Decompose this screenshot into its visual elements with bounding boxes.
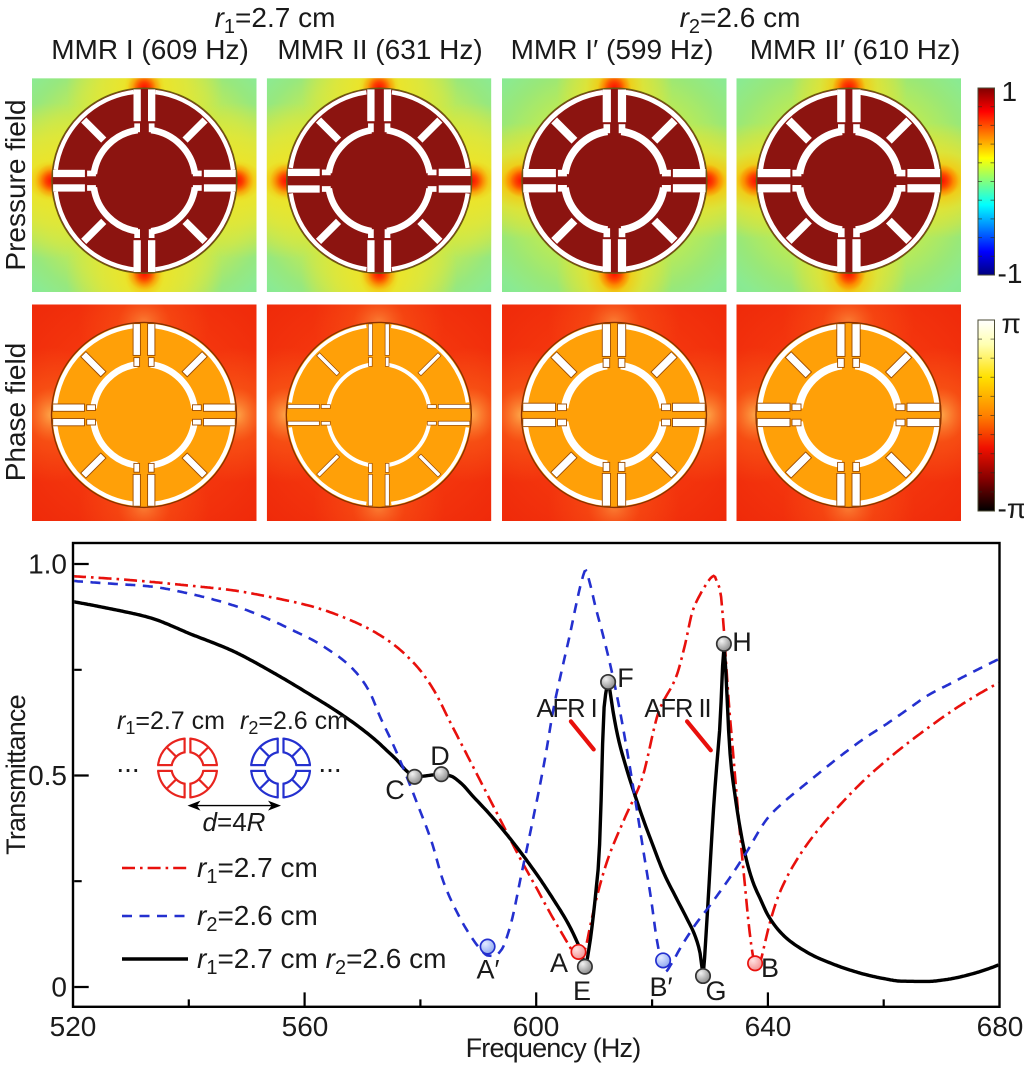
svg-text:-1: -1 [998,258,1023,289]
svg-text:π: π [1002,308,1021,339]
svg-text:...: ... [116,747,139,778]
svg-text:MMR I (609 Hz): MMR I (609 Hz) [51,34,249,65]
svg-text:1: 1 [1002,76,1018,107]
svg-text:600: 600 [513,1011,560,1042]
svg-text:r2=2.6 cm: r2=2.6 cm [680,2,801,38]
svg-text:d=4R: d=4R [203,807,266,837]
svg-text:r2=2.6 cm: r2=2.6 cm [197,900,318,936]
svg-text:C: C [385,775,405,805]
svg-text:Pressure field: Pressure field [0,99,31,270]
svg-text:r1=2.7 cm: r1=2.7 cm [117,707,225,738]
svg-text:1.0: 1.0 [28,549,67,580]
svg-text:AFR II: AFR II [644,695,710,723]
svg-text:r1=2.7 cm: r1=2.7 cm [197,852,318,888]
svg-text:680: 680 [977,1011,1024,1042]
svg-text:H: H [732,627,752,657]
svg-text:B′: B′ [649,972,672,1002]
svg-text:r1=2.7 cm: r1=2.7 cm [215,2,336,38]
svg-text:r2=2.6 cm: r2=2.6 cm [240,707,348,738]
svg-text:r1=2.7 cm r2=2.6 cm: r1=2.7 cm r2=2.6 cm [197,943,446,979]
svg-text:Transmittance: Transmittance [1,695,31,855]
svg-text:Phase field: Phase field [0,343,31,482]
svg-text:F: F [617,663,634,693]
svg-text:-π: -π [998,493,1024,524]
svg-text:Frequency (Hz): Frequency (Hz) [466,1033,641,1063]
svg-text:MMR I′ (599 Hz): MMR I′ (599 Hz) [511,34,714,65]
svg-text:0: 0 [51,972,67,1003]
svg-text:A: A [550,948,568,978]
svg-text:MMR II′ (610 Hz): MMR II′ (610 Hz) [750,34,961,65]
svg-text:B: B [761,953,779,983]
svg-text:MMR II (631 Hz): MMR II (631 Hz) [277,34,482,65]
svg-text:A′: A′ [476,955,499,985]
svg-text:AFR I: AFR I [537,695,597,723]
svg-text:560: 560 [282,1011,329,1042]
svg-text:E: E [573,976,591,1006]
svg-text:640: 640 [745,1011,792,1042]
svg-text:520: 520 [50,1011,97,1042]
svg-text:G: G [705,976,726,1006]
svg-text:D: D [430,741,450,771]
svg-text:0.5: 0.5 [28,760,67,791]
svg-text:...: ... [318,747,341,778]
